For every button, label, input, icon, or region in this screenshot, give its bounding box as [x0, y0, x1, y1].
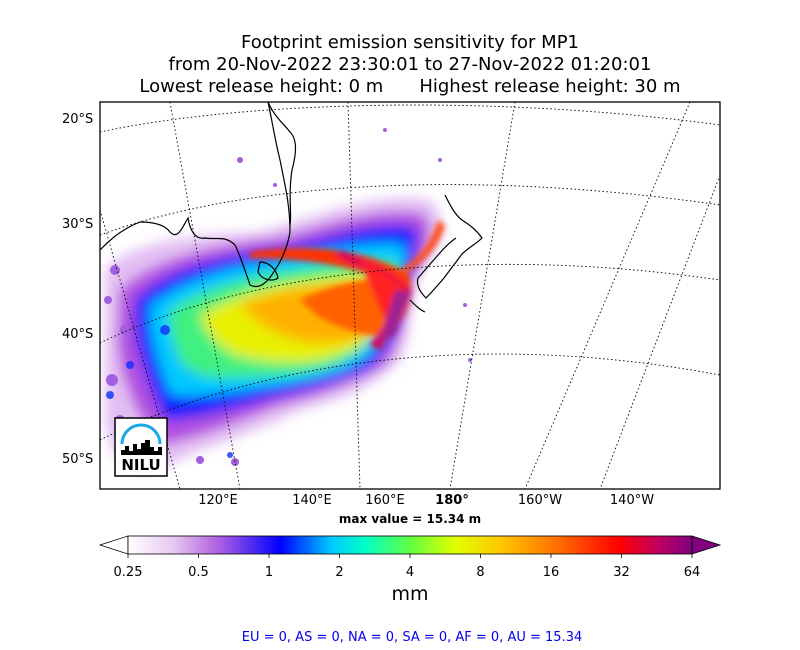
- lon-label-140e: 140°E: [292, 493, 332, 508]
- nilu-logo-text: NILU: [121, 456, 160, 474]
- lat-label-20s: 20°S: [62, 112, 94, 127]
- colorbar-tick: 64: [683, 565, 701, 580]
- lon-label-160e: 160°E: [365, 493, 405, 508]
- highest-release-height: Highest release height: 30 m: [419, 76, 681, 97]
- lat-label-40s: 40°S: [62, 327, 94, 342]
- map-title-line2: from 20-Nov-2022 23:30:01 to 27-Nov-2022…: [168, 54, 652, 75]
- map-panel: NILU: [100, 102, 720, 489]
- lat-label-50s: 50°S: [62, 452, 94, 467]
- colorbar-under-arrow: [98, 535, 129, 555]
- map-title-line3: Lowest release height: 0 m Highest releas…: [0, 76, 800, 98]
- lat-label-30s: 30°S: [62, 217, 94, 232]
- colorbar-over-arrow: [691, 535, 722, 555]
- nilu-logo: [114, 417, 168, 477]
- region-totals: EU = 0, AS = 0, NA = 0, SA = 0, AF = 0, …: [241, 630, 583, 645]
- colorbar-tick: 1: [264, 565, 274, 580]
- lon-label-180: 180°: [435, 493, 469, 508]
- map-frame: [99, 101, 721, 490]
- colorbar-tick: 0.5: [188, 565, 209, 580]
- colorbar-tick: 0.25: [113, 565, 143, 580]
- coastlines: [100, 102, 483, 313]
- colorbar: [98, 535, 722, 558]
- graticule: [100, 102, 720, 489]
- map-title-line1: Footprint emission sensitivity for MP1: [240, 32, 579, 53]
- max-value-label: max value = 15.34 m: [338, 512, 482, 526]
- lon-label-160w: 160°W: [517, 493, 563, 508]
- lon-label-140w: 140°W: [609, 493, 655, 508]
- footprint-plume: [104, 128, 472, 473]
- lowest-release-height: Lowest release height: 0 m: [139, 76, 384, 97]
- colorbar-tick: 2: [335, 565, 344, 580]
- colorbar-tick: 32: [613, 565, 630, 580]
- colorbar-tick: 4: [405, 565, 415, 580]
- colorbar-gradient: [128, 536, 692, 554]
- lon-label-120e: 120°E: [198, 493, 238, 508]
- colorbar-tick: 16: [542, 565, 560, 580]
- colorbar-unit: mm: [391, 583, 429, 605]
- colorbar-tick: 8: [476, 565, 485, 580]
